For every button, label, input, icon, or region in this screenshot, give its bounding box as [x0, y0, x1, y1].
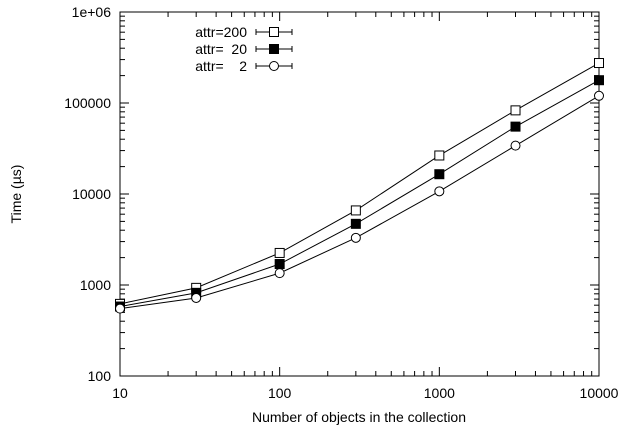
y-tick-label: 1e+06	[72, 4, 112, 20]
x-tick-label: 1000	[424, 385, 455, 401]
series	[115, 58, 604, 309]
data-point	[510, 105, 521, 116]
y-tick-label: 100000	[64, 95, 111, 111]
data-point	[594, 75, 604, 86]
data-point	[191, 292, 202, 303]
data-point	[274, 259, 285, 270]
series	[115, 90, 604, 314]
y-tick-label: 100	[88, 368, 112, 384]
series-layer	[115, 58, 604, 314]
data-point	[594, 90, 604, 101]
data-point	[269, 27, 279, 37]
legend-label: attr=200	[195, 24, 247, 40]
data-point	[594, 58, 604, 69]
data-point	[510, 121, 521, 132]
series-line	[119, 95, 600, 310]
legend-label: attr= 20	[195, 41, 247, 57]
data-point	[434, 150, 445, 161]
data-point	[274, 247, 285, 258]
series-line	[119, 79, 600, 308]
y-tick-label: 10000	[72, 186, 111, 202]
data-point	[434, 186, 445, 197]
series-line	[119, 62, 600, 305]
y-tick-label: 1000	[80, 277, 111, 293]
data-point	[350, 232, 361, 243]
data-point	[350, 218, 361, 229]
data-point	[115, 303, 125, 314]
series	[115, 75, 604, 312]
legend-label: attr= 2	[195, 58, 247, 74]
plot-frame	[119, 11, 600, 377]
data-point	[510, 140, 521, 151]
x-tick-label: 10	[112, 385, 128, 401]
x-tick-label: 10000	[580, 385, 619, 401]
x-axis-label: Number of objects in the collection	[252, 409, 466, 425]
data-point	[350, 205, 361, 216]
data-point	[269, 61, 279, 71]
x-tick-label: 100	[268, 385, 292, 401]
y-axis-label: Time (µs)	[8, 165, 24, 224]
data-point	[274, 268, 285, 279]
data-point	[269, 44, 279, 54]
data-point	[434, 169, 445, 180]
